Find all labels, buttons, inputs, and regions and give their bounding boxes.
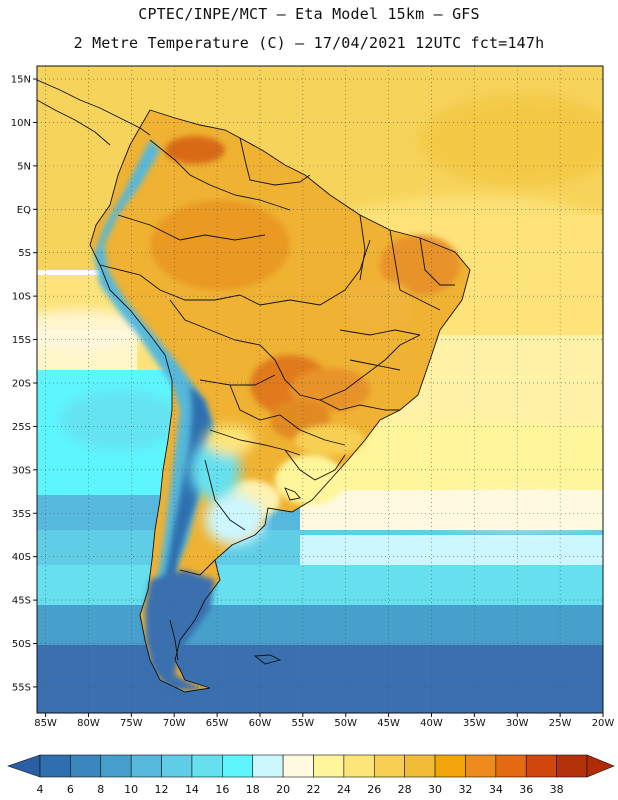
lat-label: 35S — [12, 509, 31, 520]
lon-label: 60W — [249, 718, 272, 729]
colorbar-value-label: 20 — [276, 783, 290, 796]
lon-label: 55W — [292, 718, 315, 729]
colorbar-under-arrow — [7, 754, 41, 778]
coastlines-borders — [37, 79, 471, 693]
colorbar-swatch — [373, 754, 405, 778]
lon-label: 35W — [463, 718, 486, 729]
longitude-labels: 85W 80W 75W 70W 65W 60W 55W 50W 45W 40W 35W 30W 25W 2… — [34, 718, 614, 729]
lon-label: 45W — [377, 718, 400, 729]
lat-label: 50S — [12, 639, 31, 650]
colorbar: 4 6 8 10 12 14 16 18 20 22 24 26 28 30 32 34 36 38 — [7, 754, 615, 796]
colorbar-value-label: 14 — [185, 783, 199, 796]
map-field — [37, 66, 603, 713]
lon-label: 65W — [206, 718, 229, 729]
colorbar-swatch — [313, 754, 345, 778]
colorbar-value-label: 4 — [37, 783, 44, 796]
lat-label: 45S — [12, 596, 31, 607]
lat-label: 5S — [18, 248, 31, 259]
colorbar-value-label: 12 — [155, 783, 169, 796]
lon-label: 70W — [163, 718, 186, 729]
andes-deep-cold — [160, 385, 212, 625]
axis-ticks — [33, 78, 604, 717]
colorbar-value-label: 18 — [246, 783, 260, 796]
colorbar-value-label: 26 — [367, 783, 381, 796]
lat-label: 25S — [12, 422, 31, 433]
colorbar-swatch — [282, 754, 314, 778]
colorbar-value-label: 8 — [97, 783, 104, 796]
lat-label: EQ — [17, 205, 31, 216]
colorbar-value-label: 10 — [124, 783, 138, 796]
colorbar-swatch — [39, 754, 71, 778]
colorbar-swatch — [343, 754, 375, 778]
lat-label: 10N — [11, 118, 31, 129]
colorbar-swatch — [525, 754, 557, 778]
lon-label: 40W — [420, 718, 443, 729]
ocean-band-15 — [37, 565, 603, 605]
lat-label: 15S — [12, 335, 31, 346]
ocean-band-10 — [37, 605, 603, 645]
lat-label: 15N — [11, 75, 31, 86]
colorbar-swatch — [404, 754, 436, 778]
lat-label: 20S — [12, 378, 31, 389]
map-frame — [36, 65, 604, 714]
colorbar-swatch — [495, 754, 527, 778]
lat-label: 30S — [12, 465, 31, 476]
colorbar-value-label: 16 — [215, 783, 229, 796]
colorbar-value-label: 30 — [428, 783, 442, 796]
lat-label: 40S — [12, 552, 31, 563]
hot-interior — [150, 136, 460, 520]
colorbar-value-label: 34 — [489, 783, 503, 796]
colorbar-value-label: 28 — [398, 783, 412, 796]
colorbar-value-label: 22 — [307, 783, 321, 796]
lon-label: 50W — [334, 718, 357, 729]
colorbar-value-label: 36 — [519, 783, 533, 796]
chart-title-line1: CPTEC/INPE/MCT – Eta Model 15km – GFS — [138, 5, 480, 23]
lon-label: 75W — [120, 718, 143, 729]
colorbar-swatch — [465, 754, 497, 778]
chart-title-line2: 2 Metre Temperature (C) – 17/04/2021 12U… — [73, 34, 545, 52]
lon-label: 20W — [592, 718, 615, 729]
colorbar-swatch — [161, 754, 193, 778]
colorbar-value-label: 32 — [458, 783, 472, 796]
colorbar-swatch — [252, 754, 284, 778]
colorbar-swatch — [556, 754, 588, 778]
colorbar-swatch — [222, 754, 254, 778]
colorbar-swatch — [100, 754, 132, 778]
colorbar-over-arrow — [586, 754, 615, 778]
colorbar-swatch — [70, 754, 102, 778]
ocean-band-6 — [37, 645, 603, 713]
lat-label: 5N — [17, 161, 31, 172]
lon-label: 25W — [549, 718, 572, 729]
colorbar-swatch — [434, 754, 466, 778]
lat-label: 10S — [12, 292, 31, 303]
colorbar-swatch — [191, 754, 223, 778]
lon-label: 85W — [34, 718, 57, 729]
ocean-band-18 — [300, 535, 603, 570]
colorbar-value-label: 6 — [67, 783, 74, 796]
colorbar-value-label: 38 — [550, 783, 564, 796]
latitude-labels: 15N 10N 5N EQ 5S 10S 15S 20S 25S 30S 35S 40S 45S 50S 5… — [11, 75, 31, 694]
colorbar-swatch — [130, 754, 162, 778]
colorbar-value-label: 24 — [337, 783, 351, 796]
lat-label: 55S — [12, 682, 31, 693]
lon-label: 80W — [77, 718, 100, 729]
lon-label: 30W — [506, 718, 529, 729]
